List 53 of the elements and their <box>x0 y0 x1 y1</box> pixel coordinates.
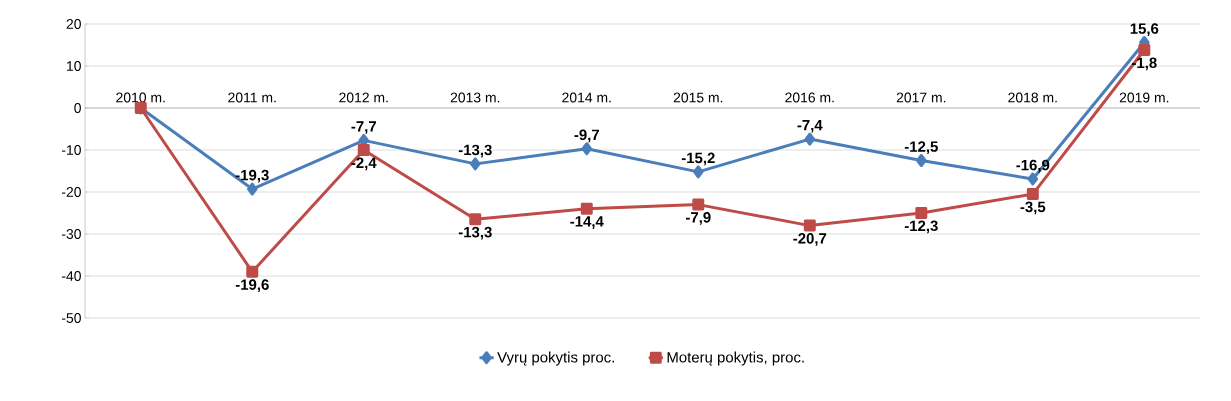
x-tick-label: 2018 m. <box>1008 92 1057 103</box>
point <box>692 198 705 211</box>
annotation: -13,3 <box>458 226 492 240</box>
y-tick-label: -20 <box>61 187 81 197</box>
legend-label: Moterų pokytis, proc. <box>667 351 804 366</box>
y-tick-label: -40 <box>61 271 81 281</box>
annotation: -20,7 <box>793 233 827 246</box>
point <box>357 144 370 156</box>
point <box>1026 188 1039 201</box>
data-label: -9,7 <box>574 129 599 143</box>
point <box>580 202 593 215</box>
point <box>916 154 927 167</box>
data-label: -19,3 <box>235 169 269 183</box>
annotation: -1,8 <box>1132 57 1157 71</box>
x-tick-label: 2017 m. <box>896 92 946 103</box>
y-tick-label: 20 <box>66 19 81 29</box>
data-label: -13,3 <box>458 144 492 158</box>
x-tick-label: 2016 m. <box>785 92 834 103</box>
data-label: -12,5 <box>904 141 938 155</box>
y-tick-label: -30 <box>61 229 81 239</box>
y-tick-label: -50 <box>61 313 81 323</box>
x-tick-label: 2019 m. <box>1119 92 1169 103</box>
point <box>470 157 481 171</box>
point <box>246 265 259 278</box>
data-label: -7,4 <box>797 120 823 133</box>
point <box>1027 172 1039 186</box>
annotation: -2,4 <box>351 157 377 171</box>
annotation: -3,5 <box>1020 201 1046 215</box>
y-tick-label: 0 <box>74 103 81 113</box>
annotation: -14,4 <box>570 216 604 229</box>
point <box>581 142 593 156</box>
x-tick-label: 2014 m. <box>562 92 611 103</box>
point <box>1138 44 1151 57</box>
x-tick-label: 2010 m. <box>116 92 165 103</box>
annotation: -19,6 <box>235 279 269 293</box>
legend-label: Vyrų pokytis proc. <box>497 351 614 366</box>
point <box>915 207 928 219</box>
annotation: -7,9 <box>685 212 711 225</box>
x-tick-label: 2012 m. <box>339 92 388 103</box>
x-tick-label: 2013 m. <box>450 92 500 103</box>
data-label: -15,2 <box>681 152 715 166</box>
y-tick-label: 10 <box>67 61 81 71</box>
point <box>247 182 258 196</box>
x-tick-label: 2011 m. <box>228 92 276 103</box>
point <box>803 219 816 232</box>
data-label: -7,7 <box>351 121 376 134</box>
point <box>804 132 816 146</box>
annotation: -12,3 <box>904 220 938 234</box>
point <box>693 165 704 179</box>
data-label: 15,6 <box>1130 23 1159 36</box>
y-tick-label: -10 <box>61 145 81 155</box>
x-tick-label: 2015 m. <box>673 92 723 103</box>
point <box>469 213 482 226</box>
